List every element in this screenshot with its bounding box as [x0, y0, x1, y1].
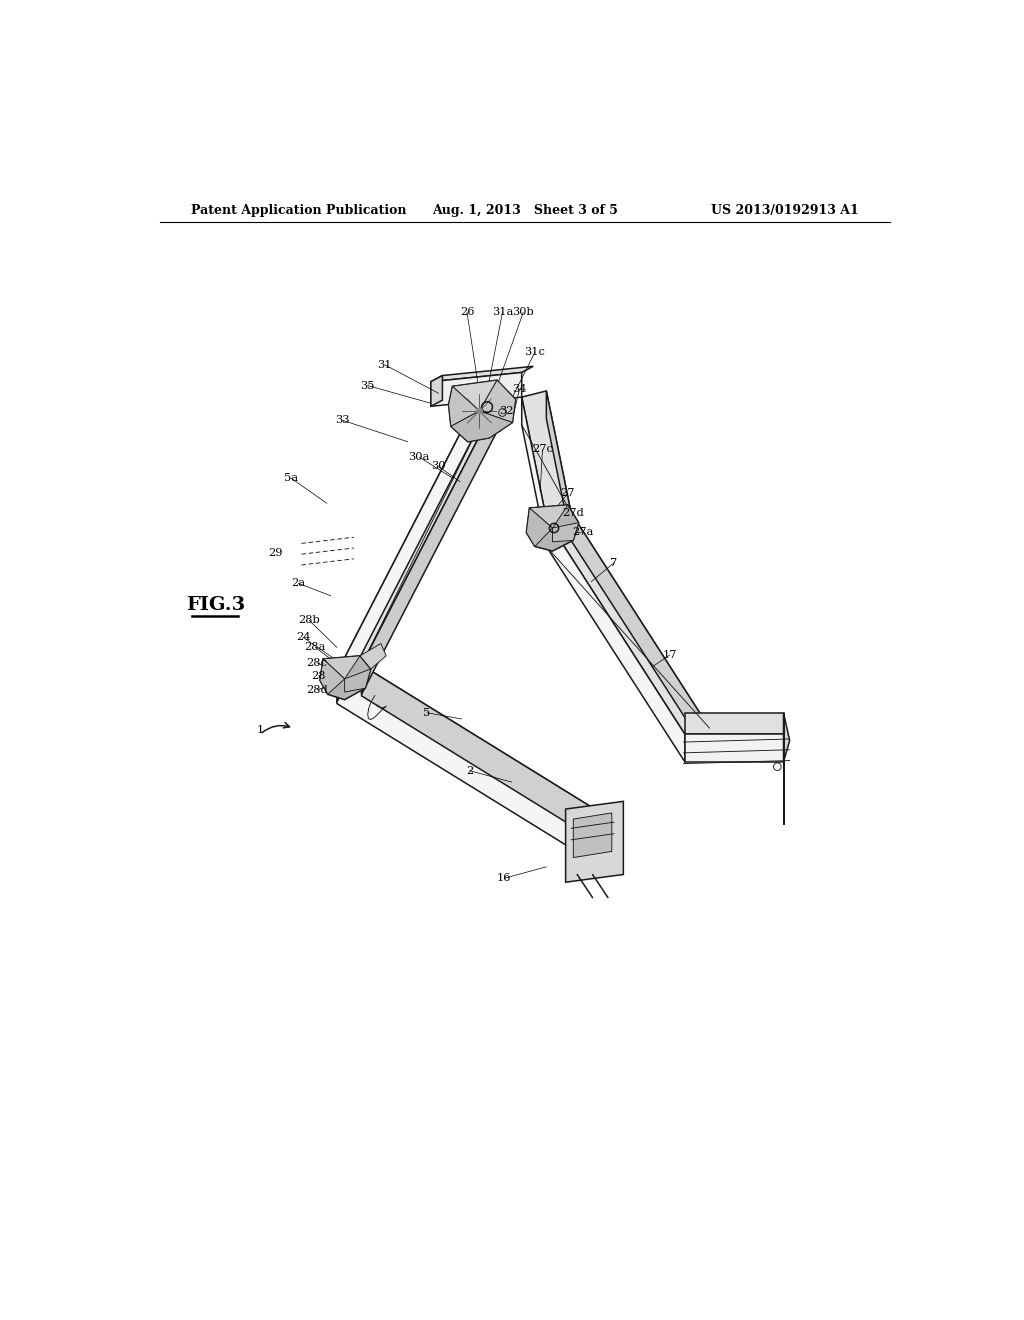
Text: 33: 33: [335, 416, 349, 425]
Text: 31: 31: [378, 360, 392, 370]
Polygon shape: [451, 411, 512, 442]
Text: 5: 5: [423, 708, 431, 718]
Text: 30a: 30a: [409, 453, 430, 462]
Text: 32: 32: [499, 407, 514, 416]
Polygon shape: [526, 508, 553, 546]
Polygon shape: [319, 656, 371, 700]
Polygon shape: [685, 713, 783, 734]
Polygon shape: [529, 506, 568, 528]
Text: 28c: 28c: [306, 657, 328, 668]
Text: 24: 24: [296, 632, 310, 643]
Polygon shape: [337, 385, 506, 673]
Polygon shape: [337, 673, 589, 859]
Text: 27d: 27d: [562, 508, 584, 517]
Polygon shape: [565, 801, 624, 882]
Polygon shape: [345, 669, 371, 692]
Text: 1: 1: [256, 725, 263, 735]
Polygon shape: [361, 665, 613, 851]
Text: 28d: 28d: [306, 685, 328, 694]
Polygon shape: [571, 512, 710, 756]
Polygon shape: [361, 385, 506, 694]
Polygon shape: [449, 380, 515, 442]
Polygon shape: [547, 519, 685, 762]
Polygon shape: [360, 644, 386, 669]
Text: Patent Application Publication: Patent Application Publication: [190, 205, 407, 218]
Polygon shape: [526, 506, 579, 552]
Text: 29: 29: [268, 548, 283, 557]
Text: 27a: 27a: [572, 527, 594, 537]
Polygon shape: [573, 813, 611, 858]
Text: 28b: 28b: [298, 615, 321, 626]
Text: US 2013/0192913 A1: US 2013/0192913 A1: [712, 205, 859, 218]
Polygon shape: [323, 656, 360, 678]
Text: 16: 16: [497, 874, 511, 883]
Text: 30b: 30b: [512, 308, 535, 317]
Polygon shape: [319, 659, 345, 694]
Text: 7: 7: [610, 557, 617, 568]
Text: 31c: 31c: [524, 347, 545, 358]
Polygon shape: [431, 376, 442, 407]
Polygon shape: [431, 367, 534, 381]
Text: Aug. 1, 2013   Sheet 3 of 5: Aug. 1, 2013 Sheet 3 of 5: [432, 205, 617, 218]
Text: 17: 17: [663, 649, 677, 660]
Text: FIG.3: FIG.3: [185, 597, 245, 614]
Text: 2a: 2a: [292, 578, 305, 589]
Polygon shape: [783, 713, 790, 762]
Polygon shape: [337, 665, 613, 829]
Polygon shape: [547, 391, 571, 540]
Polygon shape: [521, 397, 547, 546]
Text: 30: 30: [431, 462, 445, 471]
Text: 31a: 31a: [492, 308, 513, 317]
Polygon shape: [547, 512, 710, 734]
Text: 27: 27: [561, 488, 575, 499]
Text: 28a: 28a: [305, 643, 326, 652]
Polygon shape: [337, 393, 481, 702]
Circle shape: [476, 408, 482, 414]
Polygon shape: [685, 734, 783, 762]
Text: 2: 2: [466, 766, 473, 776]
Polygon shape: [431, 372, 521, 407]
Text: 34: 34: [512, 384, 526, 395]
Polygon shape: [553, 523, 579, 543]
Polygon shape: [449, 387, 479, 426]
Text: 28: 28: [311, 671, 326, 681]
Polygon shape: [521, 391, 571, 519]
Polygon shape: [453, 380, 497, 411]
Text: 26: 26: [460, 308, 474, 317]
Text: 35: 35: [360, 380, 375, 391]
Text: 5a: 5a: [284, 473, 298, 483]
Polygon shape: [479, 380, 515, 422]
Text: 27c: 27c: [532, 445, 553, 454]
